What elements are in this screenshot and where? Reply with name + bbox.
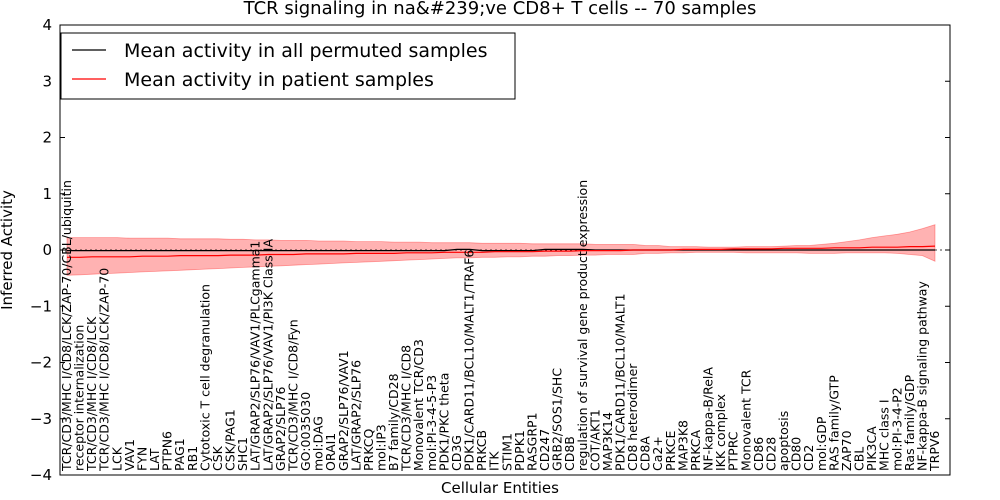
category-label: MHC class I — [877, 399, 892, 471]
category-label: LAT/GRAP2/SLP76/VAV1/PI3K Class IA — [260, 239, 275, 471]
category-label: regulation of survival gene product expr… — [575, 180, 590, 471]
category-label: STIM1 — [499, 433, 514, 471]
category-label: GRB2/SOS1/SHC — [550, 368, 565, 471]
category-label: CD86 — [751, 437, 766, 471]
category-label: Monovalent TCR/CD3 — [411, 339, 426, 471]
category-label: LAT/GRAP2/SLP76/VAV1/PLCgamma1 — [248, 241, 263, 471]
category-label: GRAP2/SLP76/VAV1 — [336, 350, 351, 471]
category-label: CD3G — [449, 435, 464, 471]
category-label: LAT/GRAP2/SLP76 — [348, 360, 363, 471]
category-label: PRKCE — [663, 431, 678, 471]
y-tick-label: 1 — [42, 185, 52, 203]
category-label: PDPK1 — [512, 430, 527, 471]
y-tick-label: 4 — [42, 16, 52, 34]
category-label: IKK complex — [713, 394, 728, 471]
category-label: mol:PI-3-4-P2 — [889, 387, 904, 471]
category-label: PTPN6 — [160, 431, 175, 471]
category-label: LAT — [147, 448, 162, 471]
category-label: CD247 — [537, 429, 552, 471]
category-label: GRAP2/SLP76 — [273, 386, 288, 471]
series-line-patient — [67, 245, 936, 258]
y-tick-label: −3 — [30, 410, 52, 428]
category-label: Monovalent TCR — [738, 369, 753, 471]
category-label: TRPV6 — [927, 431, 942, 472]
category-label: CBL — [852, 447, 867, 471]
legend: Mean activity in all permuted samples Me… — [60, 32, 516, 100]
category-label: CD8B — [562, 436, 577, 471]
category-label: TCR/CD3/MHC I/CD8/LCK/ZAP-70 — [97, 268, 112, 472]
category-label: CSK/PAG1 — [223, 409, 238, 471]
category-label: receptor internalization — [72, 325, 87, 471]
legend-label-permuted: Mean activity in all permuted samples — [124, 40, 487, 62]
category-labels: TCR/CD3/MHC I/CD8/LCK/ZAP-70/CBL/ubiquit… — [59, 180, 942, 472]
category-label: ORAI1 — [323, 433, 338, 471]
category-label: MAP3K8 — [675, 420, 690, 471]
category-label: mol:GDP — [814, 416, 829, 471]
category-label: LCK — [109, 446, 124, 471]
category-label: CD8 heterodimer — [625, 363, 640, 471]
legend-box — [60, 32, 516, 100]
category-label: B7 family/CD28 — [386, 373, 401, 471]
category-label: CD28 — [764, 437, 779, 471]
category-label: NF-kappa-B signaling pathway — [914, 281, 929, 471]
category-label: PDK1/CARD11/BCL10/MALT1 — [613, 293, 628, 471]
category-label: RASGRP1 — [524, 412, 539, 471]
category-label: apoptosis — [776, 411, 791, 471]
category-label: PDK1/PKC theta — [436, 373, 451, 471]
series-line-permuted — [67, 248, 935, 252]
category-label: CD80 — [789, 437, 804, 471]
category-label: TCR/CD3/MHC I/CD8/LCK — [84, 316, 99, 472]
category-label: Ras family/GDP — [902, 374, 917, 471]
category-label: mol:PI-3-4-5-P3 — [424, 375, 439, 471]
y-tick-label: −1 — [30, 297, 52, 315]
category-label: CD2 — [801, 445, 816, 471]
category-label: VAV1 — [122, 439, 137, 471]
category-label: ZAP70 — [839, 430, 854, 471]
category-label: TCR/CD3/MHC I/CD8/Fyn — [285, 319, 300, 472]
category-label: FYN — [135, 447, 150, 471]
category-label: TCR/CD3/MHC I/CD8 — [399, 345, 414, 472]
chart-title: TCR signaling in na&#239;ve CD8+ T cells… — [243, 0, 757, 19]
category-label: ITK — [487, 451, 502, 471]
category-label: PRKCA — [688, 430, 703, 471]
category-label: COT/AKT1 — [587, 409, 602, 471]
category-label: Ca2+ — [650, 436, 665, 471]
y-tick-label: −2 — [30, 354, 52, 372]
series-layer — [67, 245, 936, 258]
category-label: CD8A — [638, 436, 653, 471]
x-axis-label: Cellular Entities — [441, 479, 559, 497]
legend-label-patient: Mean activity in patient samples — [124, 69, 434, 91]
category-label: GO:0035030 — [298, 392, 313, 471]
y-tick-label: 2 — [42, 129, 52, 147]
category-label: PRKCB — [474, 430, 489, 471]
category-label: PIK3CA — [864, 426, 879, 471]
category-label: TCR/CD3/MHC I/CD8/LCK/ZAP-70/CBL/ubiquit… — [59, 180, 74, 472]
category-label: Cytotoxic T cell degranulation — [197, 284, 212, 471]
category-label: mol:IP3 — [374, 424, 389, 471]
category-label: PAG1 — [172, 438, 187, 471]
y-axis-label: Inferred Activity — [0, 190, 16, 310]
category-label: CSK — [210, 445, 225, 471]
category-label: MAP3K14 — [600, 412, 615, 471]
y-tick-label: 3 — [42, 72, 52, 90]
category-label: PDK1/CARD11/BCL10/MALT1/TRAF6 — [462, 250, 477, 471]
category-label: NF-kappa-B/RelA — [701, 367, 716, 471]
category-label: PTPRC — [726, 431, 741, 471]
plot-frame — [59, 24, 951, 476]
y-tick-label: 0 — [42, 241, 52, 259]
category-label: PRKCQ — [361, 429, 376, 471]
y-tick-label: −4 — [30, 466, 52, 484]
category-label: SHC1 — [235, 437, 250, 471]
category-label: mol:DAG — [311, 416, 326, 471]
category-label: RAS family/GTP — [826, 375, 841, 471]
category-label: RB1 — [185, 446, 200, 471]
